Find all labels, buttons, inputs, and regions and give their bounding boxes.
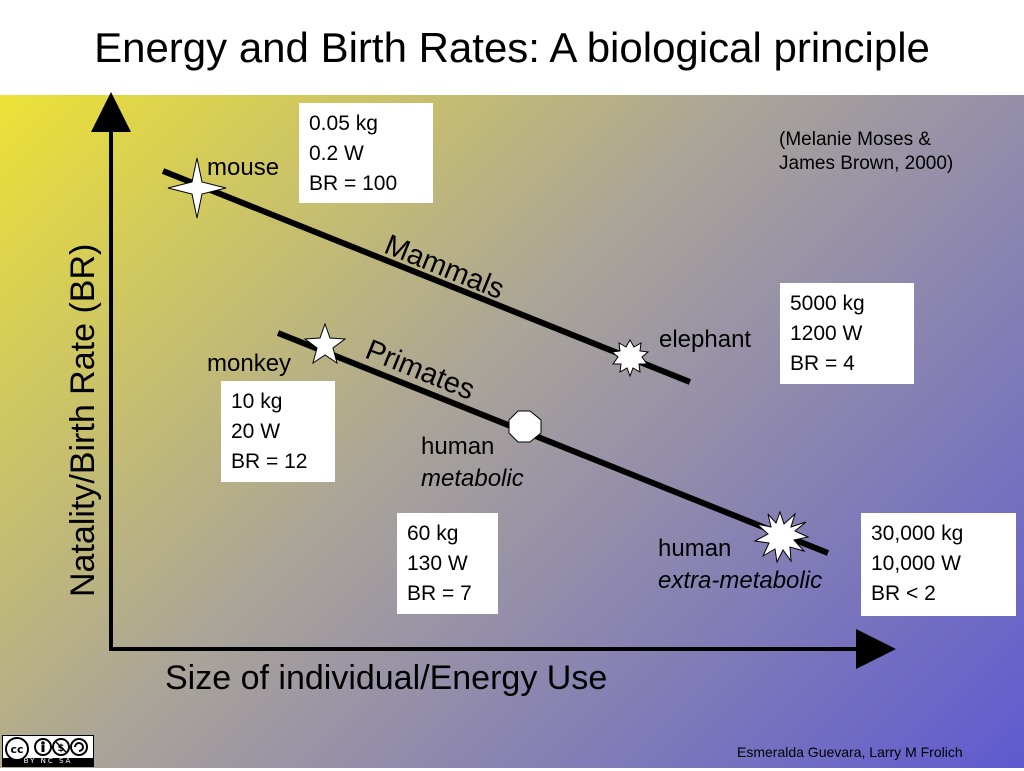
human-metabolic-label-2: metabolic [421, 465, 524, 492]
human-extra-birth-rate: BR < 2 [871, 582, 936, 605]
human-metabolic-octagon-icon [508, 410, 542, 443]
mammals-line [161, 168, 692, 385]
mouse-info-box: 0.05 kg 0.2 W BR = 100 [299, 103, 433, 203]
license-text: BY NC SA [23, 757, 73, 765]
human-metabolic-label: human metabolic [421, 433, 524, 493]
cc-badge-graphic: cc $ [3, 736, 93, 766]
y-axis-label: Natality/Birth Rate (BR) [64, 243, 102, 597]
monkey-birth-rate: BR = 12 [231, 450, 308, 473]
x-axis-label: Size of individual/Energy Use [165, 659, 608, 697]
elephant-mass: 5000 kg [790, 292, 865, 315]
elephant-power: 1200 W [790, 322, 863, 345]
human-metabolic-mass: 60 kg [407, 522, 459, 545]
citation: (Melanie Moses & James Brown, 2000) [779, 128, 953, 176]
human-extra-burst-icon [753, 510, 810, 564]
monkey-info-box: 10 kg 20 W BR = 12 [221, 381, 335, 482]
creative-commons-by-nc-sa-icon: cc $ BY NC SA [2, 735, 94, 767]
elephant-label: elephant [659, 326, 752, 353]
elephant-birth-rate: BR = 4 [790, 352, 855, 375]
primates-line [276, 330, 830, 556]
mouse-star-icon [167, 157, 227, 219]
page-title: Energy and Birth Rates: A biological pri… [0, 0, 1024, 95]
human-metabolic-power: 130 W [407, 552, 468, 575]
human-extra-label-1: human [658, 535, 732, 562]
human-metabolic-birth-rate: BR = 7 [407, 582, 472, 605]
mouse-label: mouse [207, 154, 280, 181]
author-footer: Esmeralda Guevara, Larry M Frolich [737, 744, 963, 760]
human-metabolic-label-1: human [421, 433, 495, 460]
human-extra-power: 10,000 W [871, 552, 961, 575]
monkey-power: 20 W [231, 420, 281, 443]
elephant-info-box: 5000 kg 1200 W BR = 4 [780, 283, 914, 384]
monkey-star-icon [303, 322, 347, 365]
human-metabolic-info-box: 60 kg 130 W BR = 7 [397, 513, 498, 614]
citation-line-1: (Melanie Moses & [779, 129, 932, 150]
human-extra-label: human extra-metabolic [658, 535, 822, 595]
citation-line-2: James Brown, 2000) [779, 153, 954, 174]
mouse-mass: 0.05 kg [309, 112, 378, 135]
human-extra-mass: 30,000 kg [871, 522, 964, 545]
mouse-birth-rate: BR = 100 [309, 172, 398, 195]
human-extra-info-box: 30,000 kg 10,000 W BR < 2 [861, 513, 1016, 616]
svg-text:$: $ [58, 743, 65, 754]
monkey-mass: 10 kg [231, 390, 283, 413]
svg-text:cc: cc [10, 743, 23, 756]
human-extra-label-2: extra-metabolic [658, 567, 823, 594]
mouse-power: 0.2 W [309, 142, 364, 165]
monkey-label: monkey [207, 350, 292, 377]
elephant-burst-icon [610, 338, 650, 378]
